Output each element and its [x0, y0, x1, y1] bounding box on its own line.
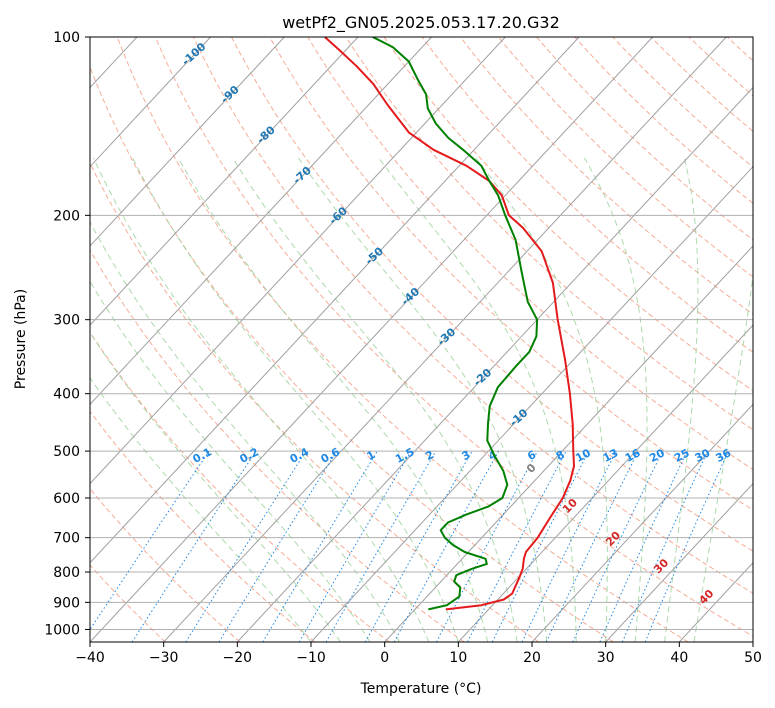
- dry-adiabat: [90, 564, 166, 642]
- series-line-0: [324, 37, 575, 611]
- y-tick-label: 700: [53, 531, 80, 547]
- isotherm: [531, 403, 753, 642]
- moist-adiabat: [693, 271, 753, 642]
- mixing-ratio-line: [185, 450, 307, 642]
- y-tick-label: 600: [53, 491, 80, 507]
- y-tick-label: 200: [53, 208, 80, 224]
- mixing-ratio-line: [364, 450, 473, 642]
- x-tick-label: −40: [75, 650, 105, 666]
- dry-adiabat: [231, 37, 753, 552]
- isotherm: [90, 37, 580, 564]
- mixing-ratio-line: [621, 450, 709, 642]
- isotherm: [310, 165, 753, 642]
- y-tick-label: 100: [53, 30, 80, 46]
- dry-adiabat: [383, 37, 753, 392]
- dry-adiabat: [269, 37, 753, 511]
- y-tick-label: 300: [53, 313, 80, 329]
- x-tick-label: 30: [597, 650, 615, 666]
- isotherm: [90, 37, 285, 247]
- moist-adiabat: [475, 157, 608, 642]
- axis-layer: −40 −30 −20 −10 0 10 20 30 40 50 100 200 300 400 500 60…: [44, 30, 762, 666]
- isotherm: [236, 86, 753, 642]
- x-tick-label: −10: [296, 650, 326, 666]
- y-tick-label: 500: [53, 444, 80, 460]
- chart-title: wetPf2_GN05.2025.053.17.20.G32: [282, 13, 560, 33]
- mixing-ratio-line: [90, 450, 210, 631]
- dry-adiabat: [90, 161, 540, 642]
- moist-adiabat: [90, 280, 371, 642]
- grid-layer: [90, 37, 753, 642]
- dry-adiabat: [90, 249, 465, 642]
- y-tick-label: 400: [53, 387, 80, 403]
- dry-adiabat: [90, 331, 390, 642]
- mixing-ratio-label: 30: [693, 446, 713, 465]
- series-line-1: [372, 37, 539, 611]
- y-axis-label: Pressure (hPa): [13, 289, 29, 389]
- moist-adiabat: [378, 157, 577, 642]
- mixing-ratio-label: 25: [672, 446, 692, 465]
- moist-adiabat: [664, 157, 699, 642]
- mixing-ratio-line: [218, 450, 338, 642]
- mixing-ratio-line: [521, 450, 617, 642]
- mixing-ratio-line: [131, 450, 257, 642]
- mixing-ratio-line: [393, 450, 500, 642]
- isotherm: [90, 37, 211, 168]
- isotherm: [90, 37, 359, 326]
- isotherm: [90, 37, 653, 642]
- moist-adiabat: [583, 157, 648, 642]
- dry-adiabat: [116, 37, 689, 642]
- x-axis-label: Temperature (°C): [360, 681, 482, 697]
- isotherm: [457, 324, 753, 642]
- x-tick-label: 50: [744, 650, 762, 666]
- mixing-ratio-line: [491, 450, 590, 642]
- mixing-ratio-label: 10: [573, 446, 593, 465]
- isotherm: [605, 482, 753, 642]
- dry-adiabat: [192, 37, 753, 594]
- dry-adiabat: [90, 65, 614, 642]
- y-tick-label: 1000: [44, 622, 80, 638]
- y-tick-label: 900: [53, 595, 80, 611]
- plot-frame: [89, 36, 754, 643]
- isotherm: [163, 37, 727, 642]
- x-tick-label: −20: [223, 650, 253, 666]
- isotherm: [384, 245, 753, 642]
- moist-adiabat: [298, 157, 548, 642]
- mixing-ratio-line: [644, 450, 729, 642]
- mixing-ratio-label: 16: [623, 446, 643, 465]
- x-tick-label: 20: [523, 650, 541, 666]
- x-tick-label: −30: [149, 650, 179, 666]
- x-tick-label: 10: [449, 650, 467, 666]
- mixing-ratio-label: 13: [601, 446, 621, 465]
- dry-adiabat: [459, 37, 753, 315]
- y-tick-label: 800: [53, 565, 80, 581]
- mixing-ratio-label: 36: [714, 446, 734, 465]
- dry-adiabat: [90, 410, 316, 642]
- isotherm: [90, 37, 506, 485]
- x-tick-label: 40: [670, 650, 688, 666]
- x-tick-label: 0: [380, 650, 389, 666]
- isotherm: [90, 37, 432, 406]
- mixing-ratio-label: 20: [647, 446, 667, 465]
- mixing-ratio-line: [435, 450, 538, 642]
- dry-adiabat: [345, 37, 753, 431]
